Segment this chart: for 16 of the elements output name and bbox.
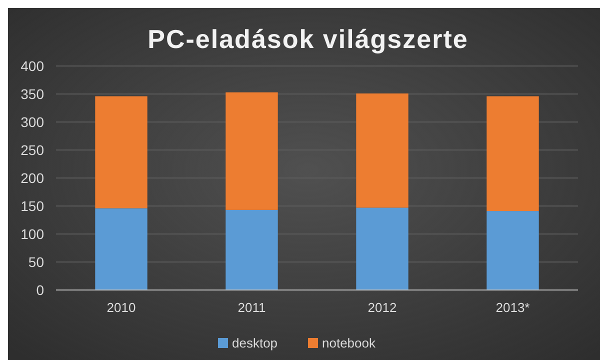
y-tick-label: 50: [28, 254, 44, 270]
x-tick-label: 2013*: [496, 300, 530, 315]
x-tick-label: 2011: [238, 300, 266, 315]
y-tick-label: 150: [20, 198, 44, 214]
y-tick-label: 200: [20, 170, 44, 186]
x-tick-label: 2012: [368, 300, 397, 315]
y-tick-label: 0: [36, 282, 44, 298]
y-tick-label: 250: [20, 142, 44, 158]
legend-label: notebook: [322, 336, 376, 351]
legend-label: desktop: [232, 336, 278, 351]
y-tick-label: 400: [20, 58, 44, 74]
x-tick-label: 2010: [106, 300, 136, 315]
chart-title: PC-eladások világszerte: [148, 24, 468, 54]
y-tick-label: 100: [20, 226, 44, 242]
y-tick-label: 350: [20, 86, 44, 102]
y-tick-label: 300: [20, 114, 44, 130]
